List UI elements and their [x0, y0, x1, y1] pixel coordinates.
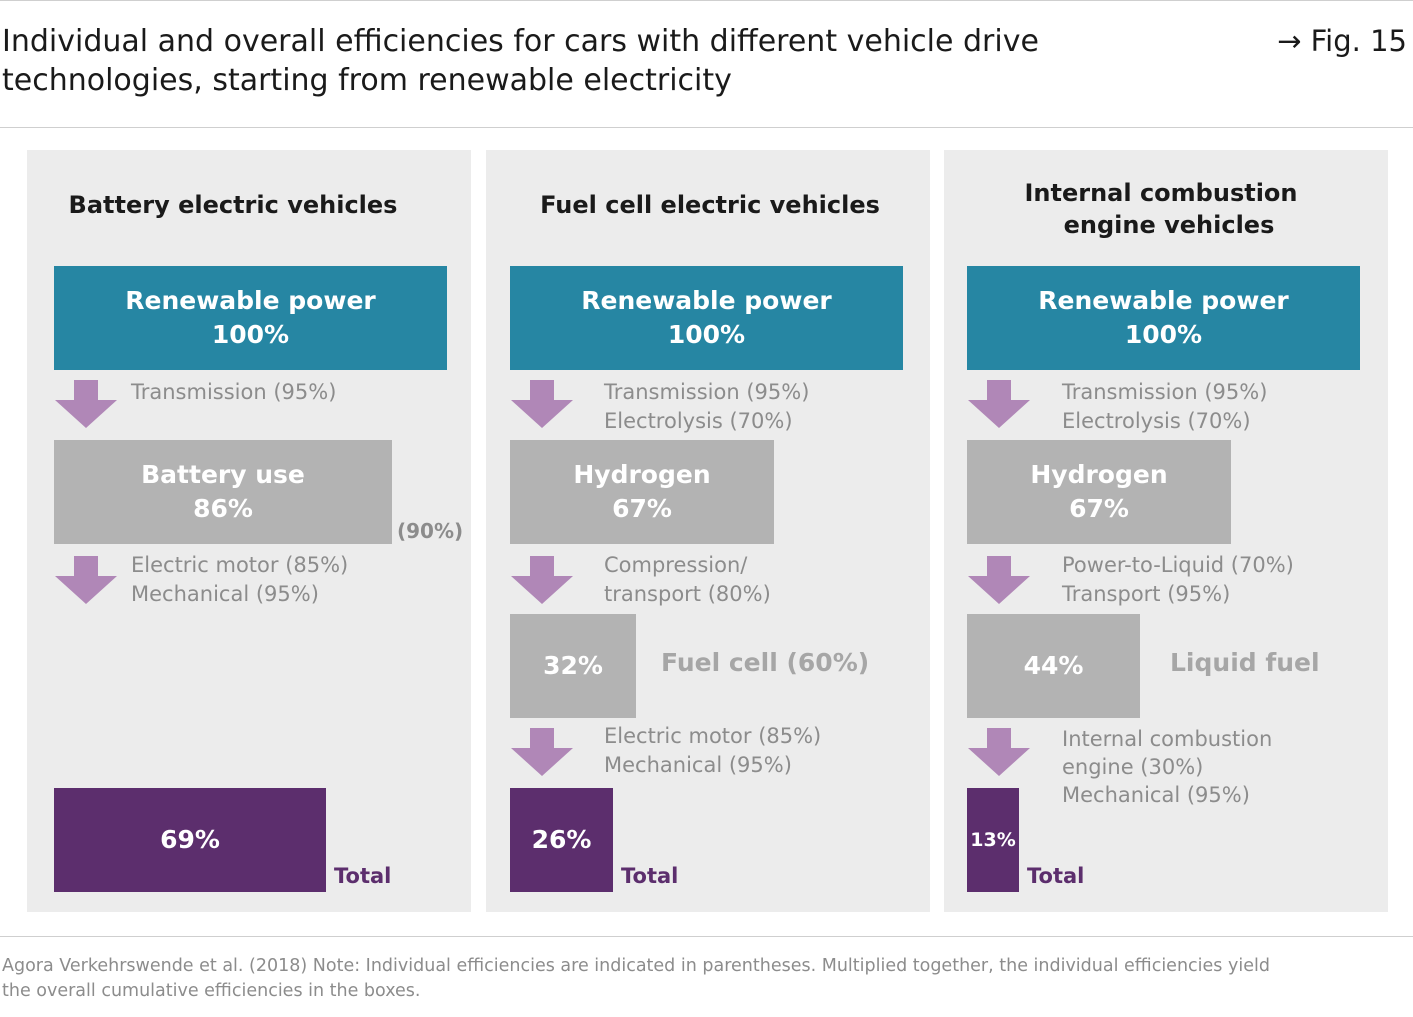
hydrogen-box: Hydrogen 67% [967, 440, 1231, 544]
battery-use-box: Battery use 86% [54, 440, 392, 544]
figure-title: Individual and overall efficiencies for … [2, 24, 1039, 98]
step-combustion-mechanical: Internal combustion engine (30%) Mechani… [1062, 727, 1273, 807]
down-arrow-icon [55, 380, 117, 428]
panel-battery-electric: Battery electric vehicles Renewable powe… [27, 150, 471, 912]
liquid-fuel-stage-box: 44% [967, 614, 1140, 718]
step-motor-mechanical: Electric motor (85%) Mechanical (95%) [604, 724, 822, 777]
liquid-fuel-label: Liquid fuel [1170, 648, 1320, 677]
step-motor-mechanical: Electric motor (85%) Mechanical (95%) [131, 553, 349, 606]
figure-number: → Fig. 15 [1277, 24, 1407, 58]
panel-title: Battery electric vehicles [68, 191, 398, 219]
battery-efficiency-label: (90%) [397, 519, 464, 543]
fuel-cell-stage-box: 32% [510, 614, 636, 718]
down-arrow-icon [968, 380, 1030, 428]
step-transmission: Transmission (95%) [131, 380, 337, 404]
total-box: 26% [510, 788, 613, 892]
panel-title: Internal combustion engine vehicles [1024, 179, 1298, 239]
fuel-cell-label: Fuel cell (60%) [661, 648, 870, 677]
down-arrow-icon [968, 556, 1030, 604]
renewable-power-box: Renewable power 100% [54, 266, 447, 370]
footer-rule [0, 936, 1413, 937]
down-arrow-icon [511, 728, 573, 776]
step-compression-transport: Compression/ transport (80%) [604, 553, 771, 606]
down-arrow-icon [968, 728, 1030, 776]
renewable-power-box: Renewable power 100% [510, 266, 903, 370]
total-label: Total [621, 864, 679, 888]
step-transmission-electrolysis: Transmission (95%) Electrolysis (70%) [1062, 380, 1268, 433]
total-label: Total [334, 864, 392, 888]
down-arrow-icon [55, 556, 117, 604]
total-label: Total [1027, 864, 1085, 888]
total-box: 13% [967, 788, 1019, 892]
panel-title: Fuel cell electric vehicles [540, 191, 880, 219]
step-power-to-liquid-transport: Power-to-Liquid (70%) Transport (95%) [1062, 553, 1294, 606]
top-rule [0, 0, 1413, 1]
step-transmission-electrolysis: Transmission (95%) Electrolysis (70%) [604, 380, 810, 433]
panel-fuel-cell-electric: Fuel cell electric vehicles Renewable po… [486, 150, 930, 912]
hydrogen-box: Hydrogen 67% [510, 440, 774, 544]
header-rule [0, 127, 1413, 128]
down-arrow-icon [511, 380, 573, 428]
renewable-power-box: Renewable power 100% [967, 266, 1360, 370]
source-note: Agora Verkehrswende et al. (2018) Note: … [2, 956, 1270, 1001]
total-box: 69% [54, 788, 326, 892]
down-arrow-icon [511, 556, 573, 604]
panel-internal-combustion: Internal combustion engine vehicles Rene… [944, 150, 1388, 912]
